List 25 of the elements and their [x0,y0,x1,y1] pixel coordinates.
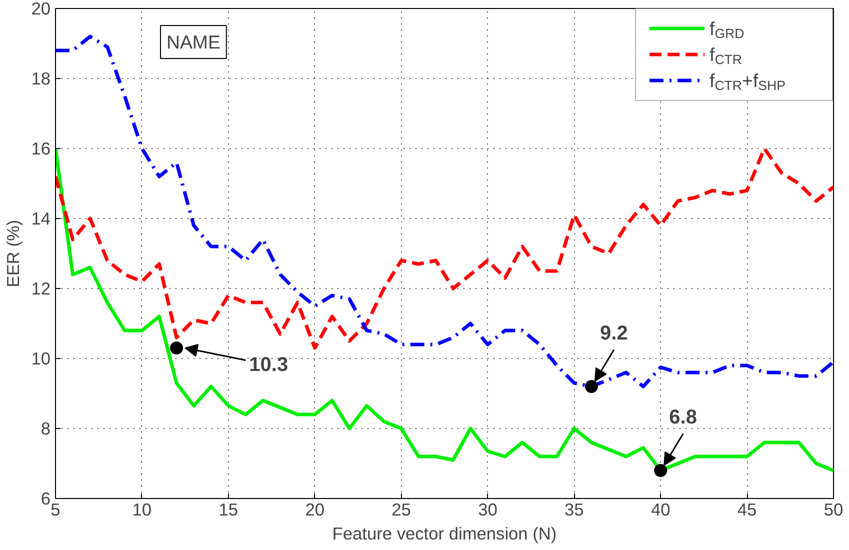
x-tick-label: 25 [392,500,411,520]
y-axis-title: EER (%) [3,220,24,288]
x-tick-label: 50 [824,500,844,520]
annotation: NAME [166,32,220,52]
y-tick-label: 18 [31,68,51,88]
x-tick-label: 30 [478,500,498,520]
y-tick-label: 8 [40,418,51,438]
x-tick-label: 5 [50,500,60,520]
annotation: 9.2 [600,322,628,344]
y-tick-label: 16 [31,138,51,158]
annotation: 10.3 [249,354,288,376]
y-tick-label: 12 [31,278,51,298]
y-tick-label: 20 [31,0,51,18]
y-tick-label: 6 [40,488,51,508]
annotation: 6.8 [669,406,697,428]
x-tick-label: 20 [305,500,324,520]
x-tick-label: 45 [737,500,757,520]
x-axis-title: Feature vector dimension (N) [332,524,557,544]
x-tick-label: 15 [218,500,238,520]
x-tick-label: 35 [564,500,584,520]
y-tick-label: 10 [31,348,51,368]
line-series [56,146,834,350]
y-tick-label: 14 [31,208,51,228]
x-tick-label: 10 [132,500,152,520]
x-tick-label: 40 [650,500,670,520]
